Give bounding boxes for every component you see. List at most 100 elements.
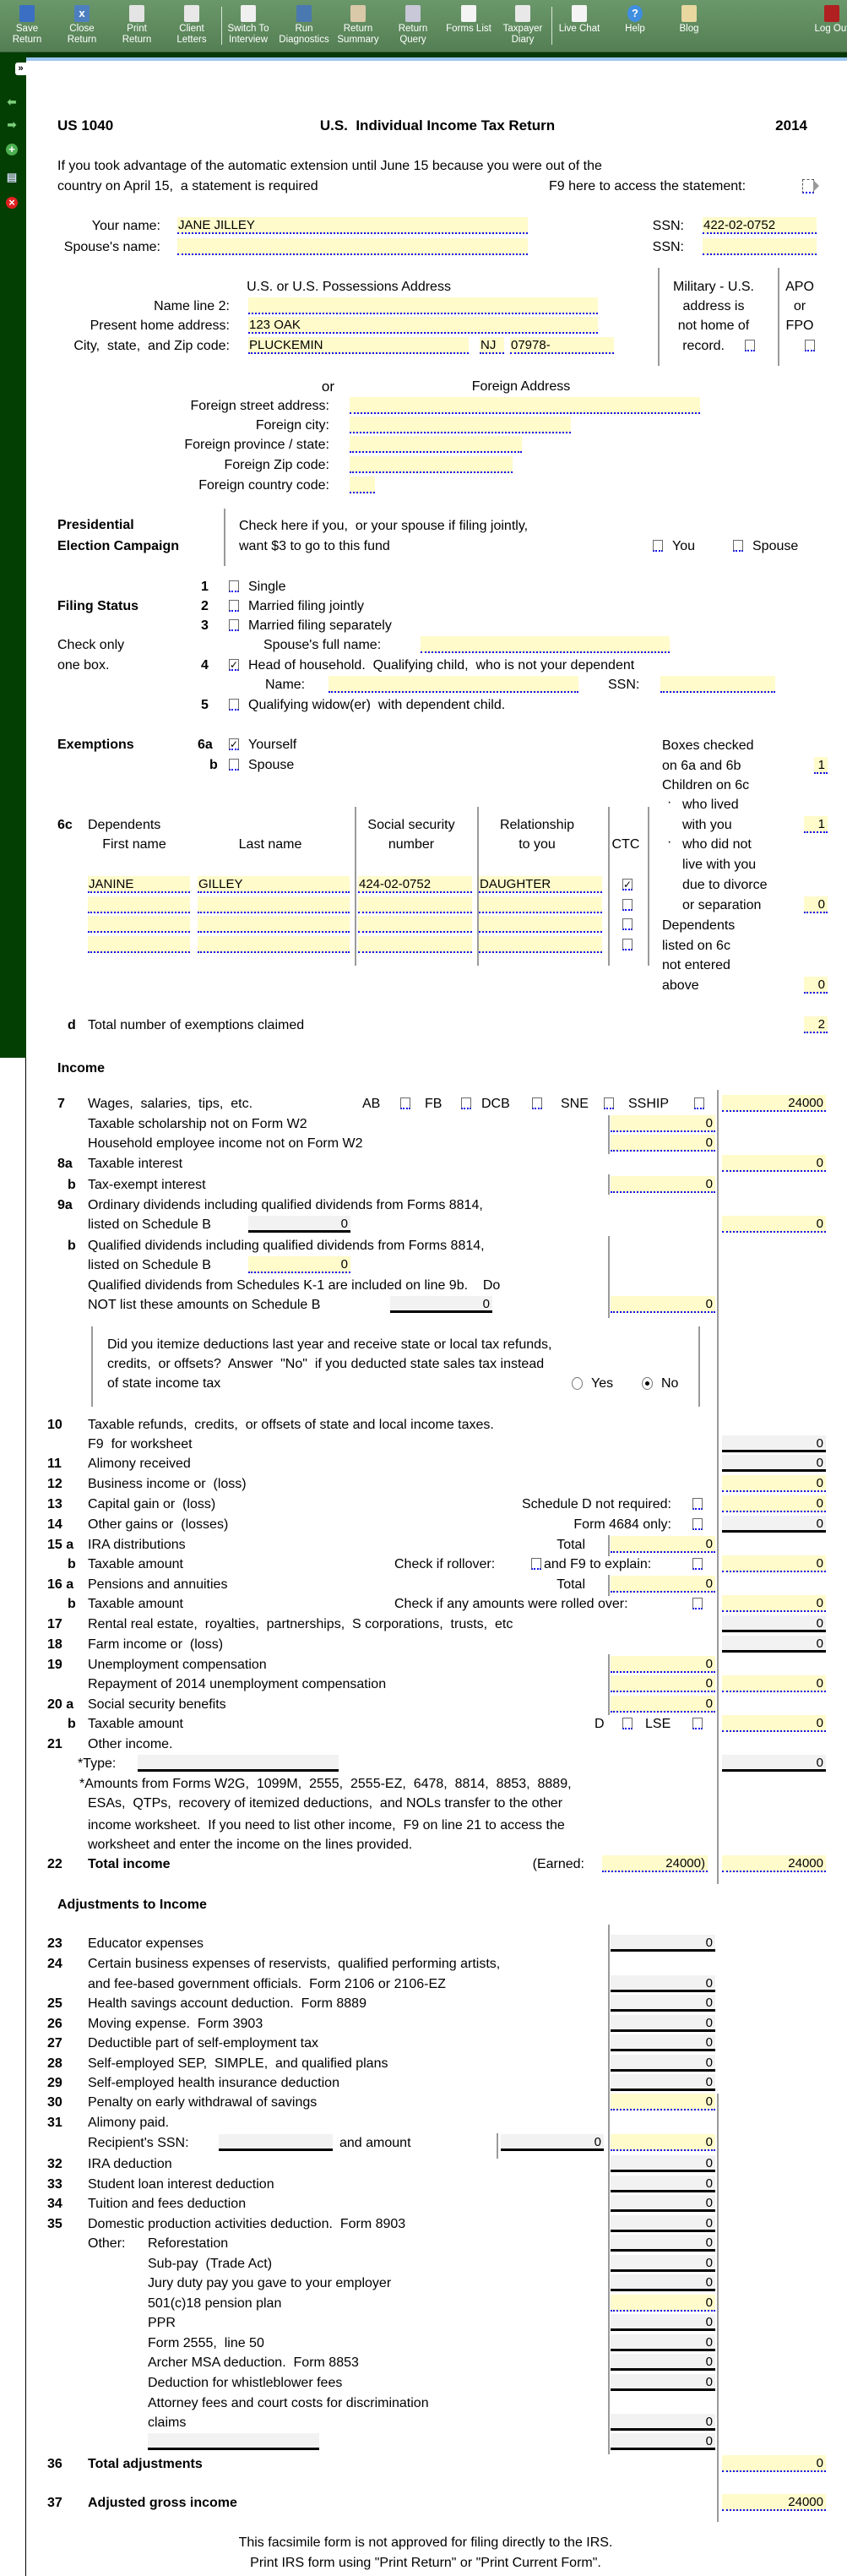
total-adjustments-field[interactable]: 0 <box>722 2455 826 2472</box>
toolbar-button-client[interactable]: Client Letters <box>164 0 220 51</box>
dependent-last-name[interactable] <box>198 896 350 913</box>
repayment-field[interactable]: 0 <box>611 1675 715 1692</box>
home-address-field[interactable]: 123 OAK <box>248 317 598 334</box>
ira-taxable-field[interactable]: 0 <box>722 1555 826 1572</box>
city-field[interactable]: PLUCKEMIN <box>248 337 469 354</box>
foreign-field[interactable] <box>350 477 375 493</box>
your-name-field[interactable]: JANE JILLEY <box>177 217 528 234</box>
dependent-ssn[interactable] <box>358 916 472 933</box>
rollover-checkbox[interactable] <box>531 1558 541 1570</box>
toolbar-button-switch-to[interactable]: Switch To Interview <box>220 0 276 51</box>
social-security-taxable-field[interactable]: 0 <box>722 1715 826 1732</box>
pensions-taxable-field[interactable]: 0 <box>722 1595 826 1612</box>
agi-field[interactable]: 24000 <box>722 2494 826 2511</box>
dependent-first-name[interactable]: JANINE <box>88 876 190 893</box>
arrow-left-icon[interactable]: ⬅ <box>7 95 17 108</box>
dependent-relationship[interactable] <box>479 936 602 953</box>
other-dependents-field[interactable]: 0 <box>804 977 828 994</box>
qualifying-child-ssn-field[interactable] <box>660 676 775 693</box>
household-income-field[interactable]: 0 <box>611 1135 715 1152</box>
military-checkbox[interactable] <box>745 340 755 351</box>
arrow-right-icon[interactable]: ➡ <box>7 118 17 131</box>
dependent-ctc-checkbox[interactable] <box>622 918 633 930</box>
toolbar-button-save[interactable]: Save Return <box>0 0 55 51</box>
dependent-first-name[interactable] <box>88 916 190 933</box>
dependent-ctc-checkbox[interactable] <box>622 939 633 950</box>
d-checkbox[interactable] <box>622 1718 633 1729</box>
dependent-ctc-checkbox[interactable] <box>622 899 633 911</box>
boxes-checked-field[interactable]: 1 <box>814 757 828 774</box>
toolbar-button-print[interactable]: Print Return <box>109 0 165 51</box>
wages-field[interactable]: 24000 <box>722 1095 826 1112</box>
rolled-over-checkbox[interactable] <box>692 1598 703 1609</box>
qualified-dividends-field[interactable]: 0 <box>611 1296 715 1313</box>
dependent-first-name[interactable] <box>88 936 190 953</box>
wage-flag-checkbox[interactable] <box>461 1097 471 1109</box>
toolbar-button-forms-list[interactable]: Forms List <box>441 0 497 51</box>
total-income-field[interactable]: 24000 <box>722 1855 826 1872</box>
toolbar-button-return[interactable]: Return Summary <box>330 0 386 51</box>
foreign-field[interactable] <box>350 456 513 473</box>
children-not-lived-with-field[interactable]: 0 <box>804 896 828 913</box>
dependent-last-name[interactable] <box>198 936 350 953</box>
earned-income-field[interactable]: 24000) <box>602 1855 708 1872</box>
dependent-ctc-checkbox[interactable]: ✓ <box>622 879 633 890</box>
spouse-checkbox[interactable] <box>229 759 239 771</box>
foreign-field[interactable] <box>350 417 571 433</box>
your-ssn-field[interactable]: 422-02-0752 <box>703 217 817 234</box>
other-adjustment-field[interactable]: 0 <box>611 2295 715 2312</box>
spouse-ssn-field[interactable] <box>703 238 817 255</box>
filing-status-checkbox[interactable] <box>229 699 239 711</box>
qualifying-child-name-field[interactable] <box>328 676 578 693</box>
toolbar-button-close[interactable]: x Close Return <box>54 0 110 51</box>
ira-total-field[interactable]: 0 <box>611 1536 715 1553</box>
capital-gain-field[interactable]: 0 <box>722 1495 826 1512</box>
delete-icon[interactable]: × <box>6 197 18 209</box>
filing-status-checkbox[interactable] <box>229 600 239 612</box>
spouse-full-name-field[interactable] <box>421 636 670 653</box>
pensions-total-field[interactable]: 0 <box>611 1576 715 1593</box>
dependent-relationship[interactable] <box>479 916 602 933</box>
scholarship-field[interactable]: 0 <box>611 1115 715 1132</box>
dependent-ssn[interactable]: 424-02-0752 <box>358 876 472 893</box>
refund-yes-radio[interactable] <box>572 1377 583 1390</box>
toolbar-button-help[interactable]: ? Help <box>607 0 663 51</box>
toolbar-button-return[interactable]: Return Query <box>385 0 441 51</box>
qualified-dividends-schedule-b[interactable]: 0 <box>248 1256 350 1273</box>
social-security-field[interactable]: 0 <box>611 1696 715 1713</box>
alimony-paid-field[interactable]: 0 <box>611 2134 715 2151</box>
schedule-d-checkbox[interactable] <box>692 1498 703 1510</box>
dependent-last-name[interactable] <box>198 916 350 933</box>
spouse-name-field[interactable] <box>177 238 528 255</box>
state-field[interactable]: NJ <box>480 337 504 354</box>
statement-button[interactable] <box>802 179 814 193</box>
printer-icon[interactable]: ▤ <box>6 171 18 183</box>
children-lived-with-field[interactable]: 1 <box>804 816 828 833</box>
unemployment-net-field[interactable]: 0 <box>722 1675 826 1692</box>
dependent-last-name[interactable]: GILLEY <box>198 876 350 893</box>
explain-checkbox[interactable] <box>692 1558 703 1570</box>
ordinary-dividends-field[interactable]: 0 <box>722 1216 826 1233</box>
name-line2-field[interactable] <box>248 297 598 314</box>
adjustment-field[interactable]: 0 <box>611 2094 715 2110</box>
dependent-relationship[interactable] <box>479 896 602 913</box>
dependent-ssn[interactable] <box>358 936 472 953</box>
apo-fpo-checkbox[interactable] <box>805 340 815 351</box>
taxable-interest-field[interactable]: 0 <box>722 1155 826 1172</box>
toolbar-button-log-out[interactable]: Log Out <box>804 0 847 51</box>
presidential-you-checkbox[interactable] <box>653 540 663 552</box>
lse-checkbox[interactable] <box>692 1718 703 1729</box>
dependent-ssn[interactable] <box>358 896 472 913</box>
toolbar-button-taxpayer[interactable]: Taxpayer Diary <box>495 0 551 51</box>
foreign-field[interactable] <box>350 397 700 414</box>
filing-status-checkbox[interactable] <box>229 580 239 592</box>
unemployment-field[interactable]: 0 <box>611 1656 715 1673</box>
toolbar-button-live-chat[interactable]: Live Chat <box>551 0 607 51</box>
foreign-field[interactable] <box>350 436 522 453</box>
zip-field[interactable]: 07978- <box>510 337 614 354</box>
dependent-relationship[interactable]: DAUGHTER <box>479 876 602 893</box>
total-exemptions-field[interactable]: 2 <box>804 1016 828 1033</box>
wage-flag-checkbox[interactable] <box>694 1097 704 1109</box>
toolbar-button-blog[interactable]: Blog <box>661 0 717 51</box>
refund-no-radio[interactable] <box>642 1377 653 1390</box>
